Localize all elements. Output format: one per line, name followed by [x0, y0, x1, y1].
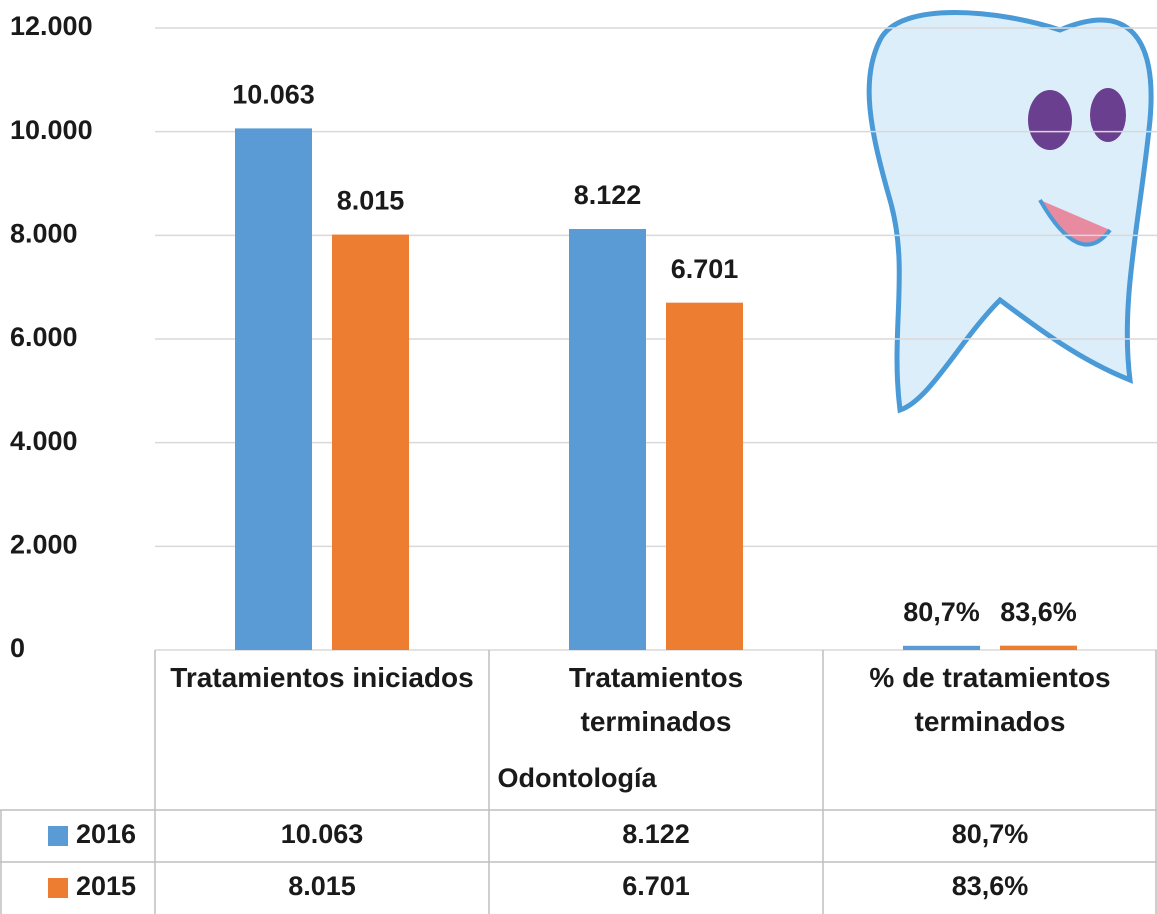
bar [235, 128, 312, 650]
table-cell: 6.701 [622, 871, 690, 901]
legend-swatch [48, 878, 68, 898]
bar [903, 645, 980, 650]
y-tick-label: 10.000 [10, 115, 93, 145]
tooth-eye [1090, 88, 1126, 142]
bar [1000, 645, 1077, 650]
data-label: 80,7% [903, 597, 980, 627]
tooth-mouth [1038, 199, 1112, 247]
y-tick-label: 0 [10, 633, 25, 663]
legend-label: 2016 [76, 819, 136, 849]
x-tick-label: Tratamientos iniciados [170, 662, 474, 693]
x-tick-label: % de tratamientos terminados [869, 662, 1111, 737]
table-cell: 80,7% [952, 819, 1029, 849]
table-cell: 83,6% [952, 871, 1029, 901]
bar [666, 302, 743, 650]
data-label: 8.122 [574, 180, 642, 210]
legend-swatch [48, 826, 68, 846]
table-cell: 8.015 [288, 871, 356, 901]
legend-label: 2015 [76, 871, 136, 901]
y-tick-label: 4.000 [10, 426, 78, 456]
category-group-label: Odontología [498, 763, 658, 793]
data-label: 10.063 [232, 80, 315, 110]
tooth-illustration [866, 10, 1154, 414]
data-label: 83,6% [1000, 597, 1077, 627]
y-tick-label: 12.000 [10, 11, 93, 41]
table-cell: 8.122 [622, 819, 690, 849]
bar [569, 229, 646, 650]
y-tick-label: 6.000 [10, 322, 78, 352]
x-tick-label: Tratamientos terminados [568, 662, 744, 737]
y-tick-label: 2.000 [10, 529, 78, 559]
tooth-eye [1028, 90, 1072, 150]
bar [332, 234, 409, 650]
data-label: 8.015 [337, 186, 405, 216]
y-tick-label: 8.000 [10, 218, 78, 248]
data-label: 6.701 [671, 254, 739, 284]
table-cell: 10.063 [281, 819, 364, 849]
